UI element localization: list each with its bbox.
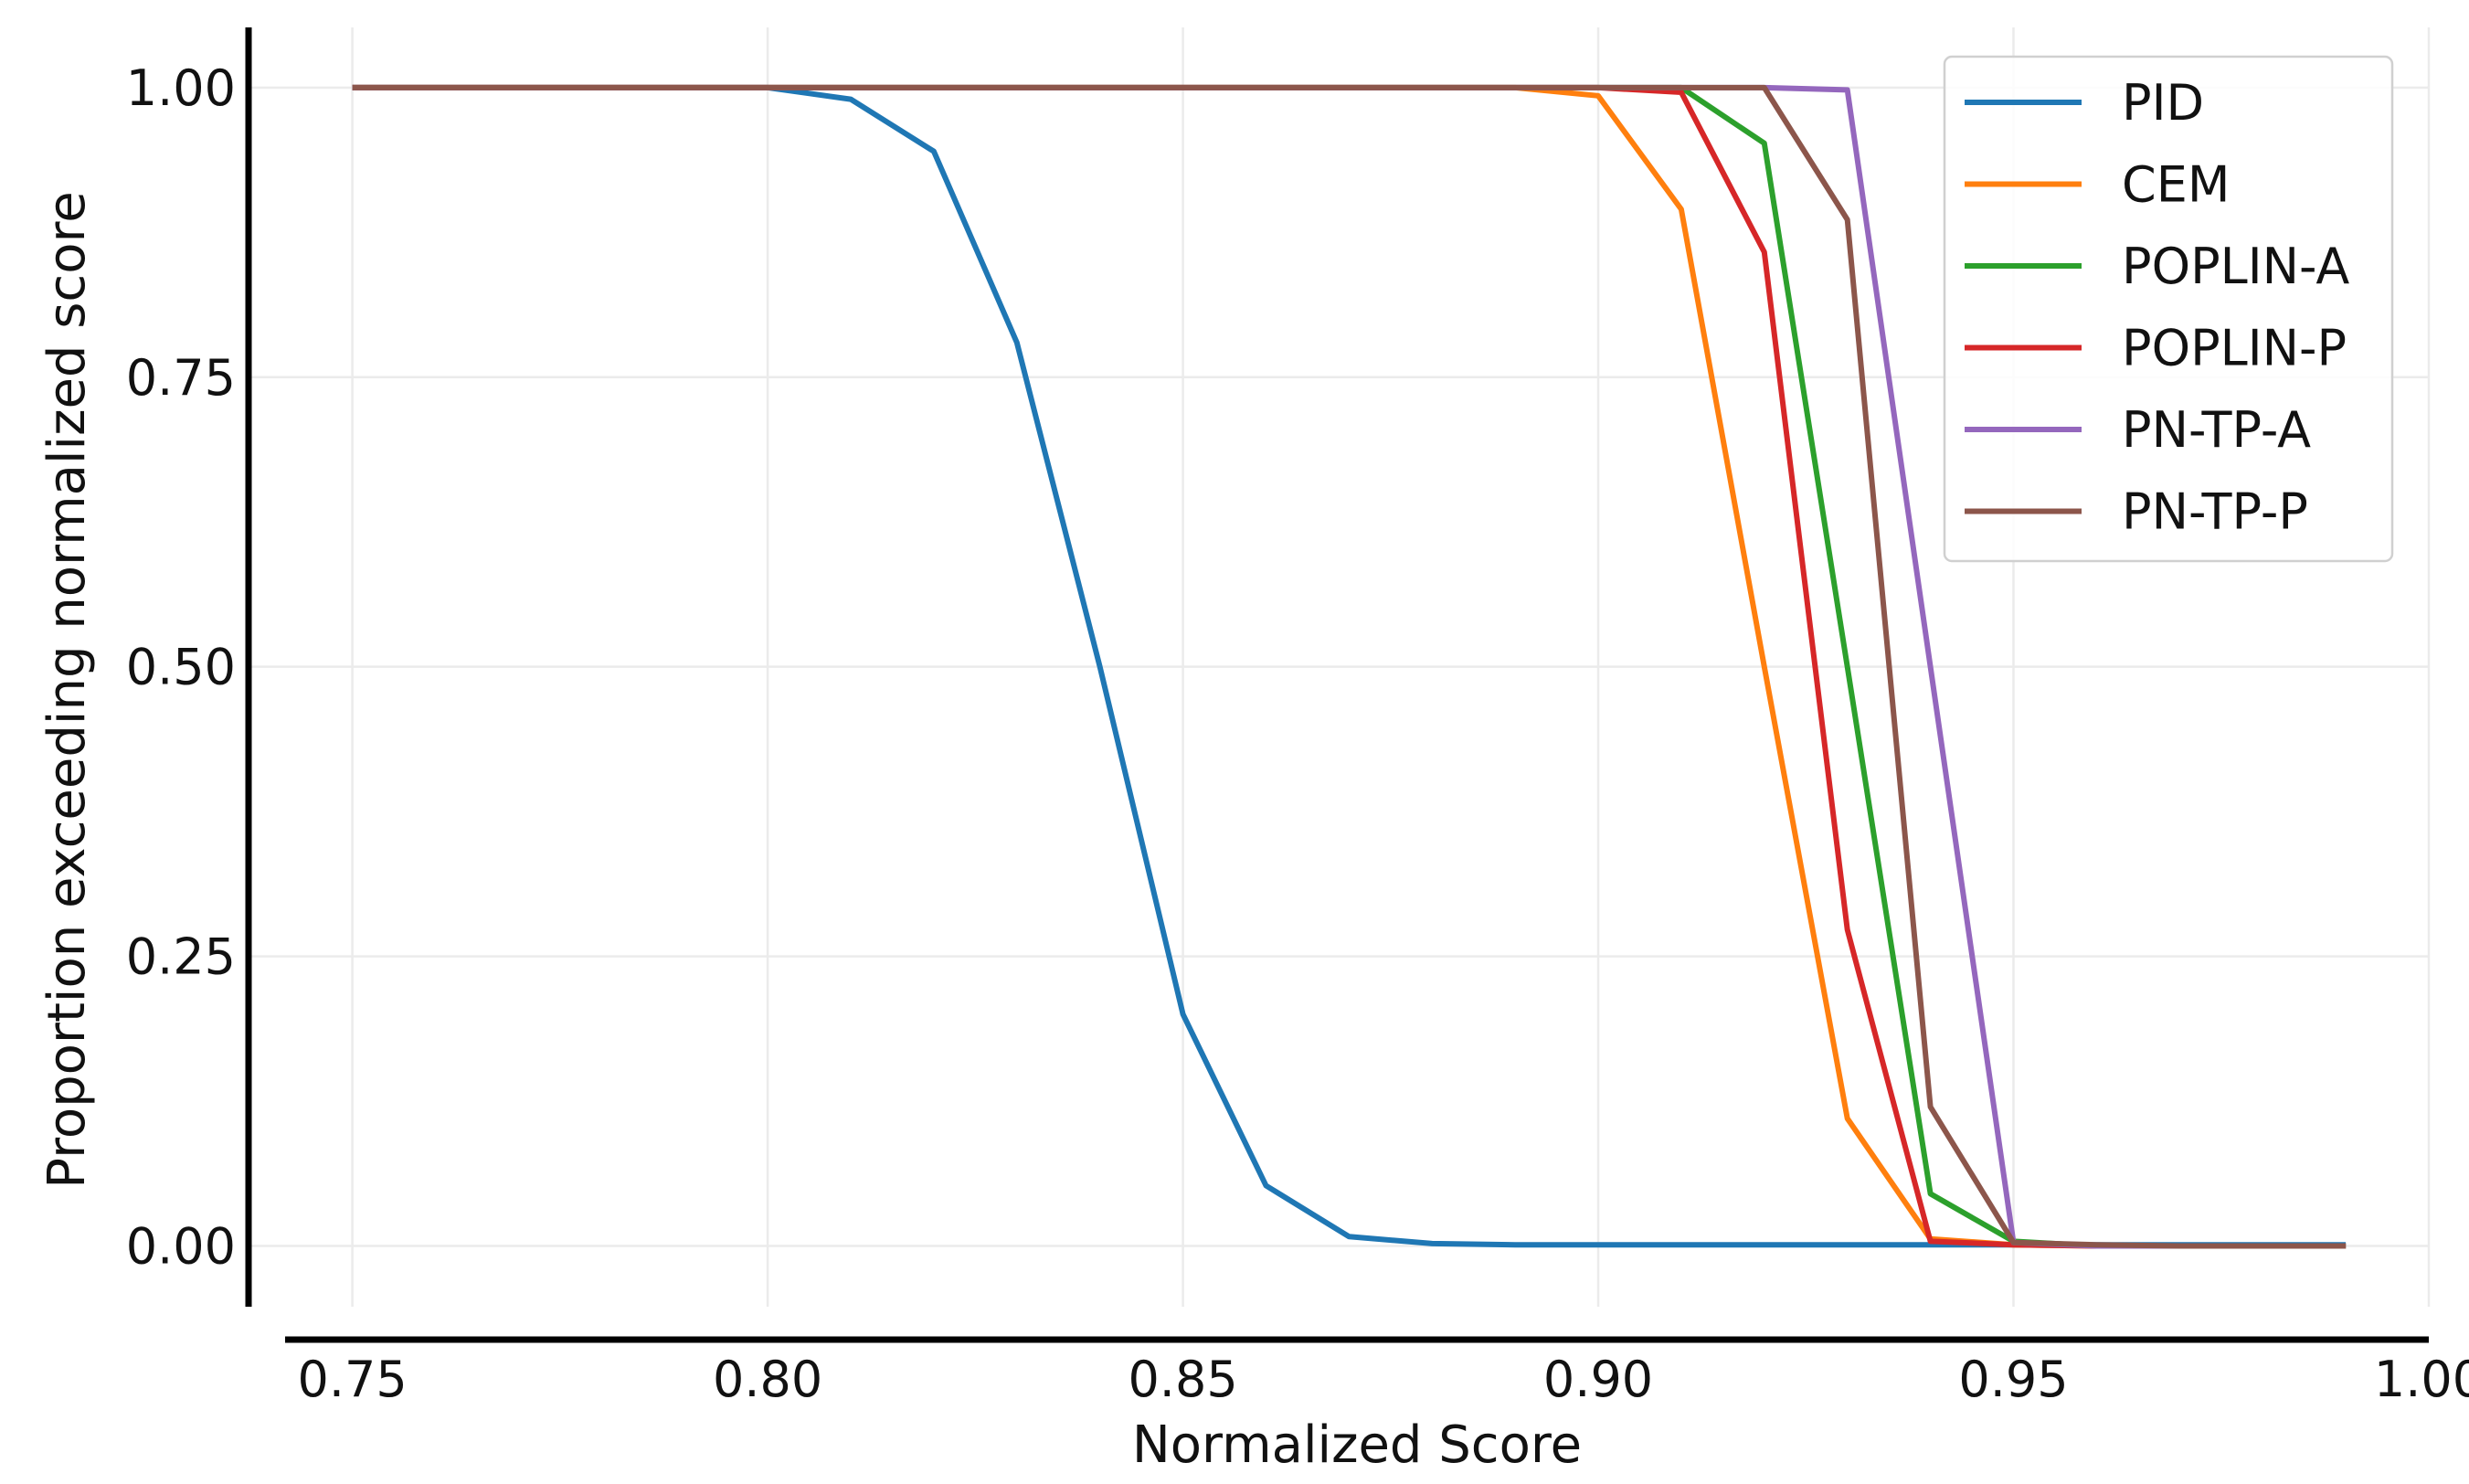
- y-axis-title: Proportion exceeding normalized score: [37, 191, 97, 1188]
- legend-label: PN-TP-A: [2122, 401, 2311, 459]
- legend-label: CEM: [2122, 156, 2230, 214]
- y-tick-labels: 0.00 0.25 0.50 0.75 1.00: [126, 59, 236, 1276]
- x-tick-label: 1.00: [2374, 1351, 2469, 1408]
- y-tick-label: 0.00: [126, 1217, 236, 1275]
- x-axis-title: Normalized Score: [1132, 1415, 1582, 1475]
- series-line-pn-tp-p: [352, 84, 2347, 1249]
- y-tick-label: 1.00: [126, 59, 236, 117]
- legend-label: PN-TP-P: [2122, 483, 2308, 541]
- x-tick-label: 0.75: [298, 1351, 408, 1408]
- legend-items: PID CEM POPLIN-A POPLIN-P PN-TP-A PN-TP-P: [1965, 74, 2349, 541]
- legend-label: PID: [2122, 74, 2204, 132]
- legend-label: POPLIN-P: [2122, 320, 2347, 377]
- x-tick-label: 0.90: [1543, 1351, 1653, 1408]
- series-lines: [352, 84, 2347, 1249]
- legend: PID CEM POPLIN-A POPLIN-P PN-TP-A PN-TP-P: [1943, 55, 2394, 563]
- y-tick-label: 0.25: [126, 928, 236, 986]
- x-tick-labels: 0.75 0.80 0.85 0.90 0.95 1.00: [298, 1351, 2469, 1408]
- legend-label: POPLIN-A: [2122, 238, 2349, 295]
- y-tick-label: 0.50: [126, 639, 236, 696]
- axes: [245, 27, 2429, 1343]
- x-tick-label: 0.85: [1128, 1351, 1237, 1408]
- x-tick-label: 0.80: [713, 1351, 822, 1408]
- y-tick-label: 0.75: [126, 349, 236, 407]
- x-tick-label: 0.95: [1958, 1351, 2068, 1408]
